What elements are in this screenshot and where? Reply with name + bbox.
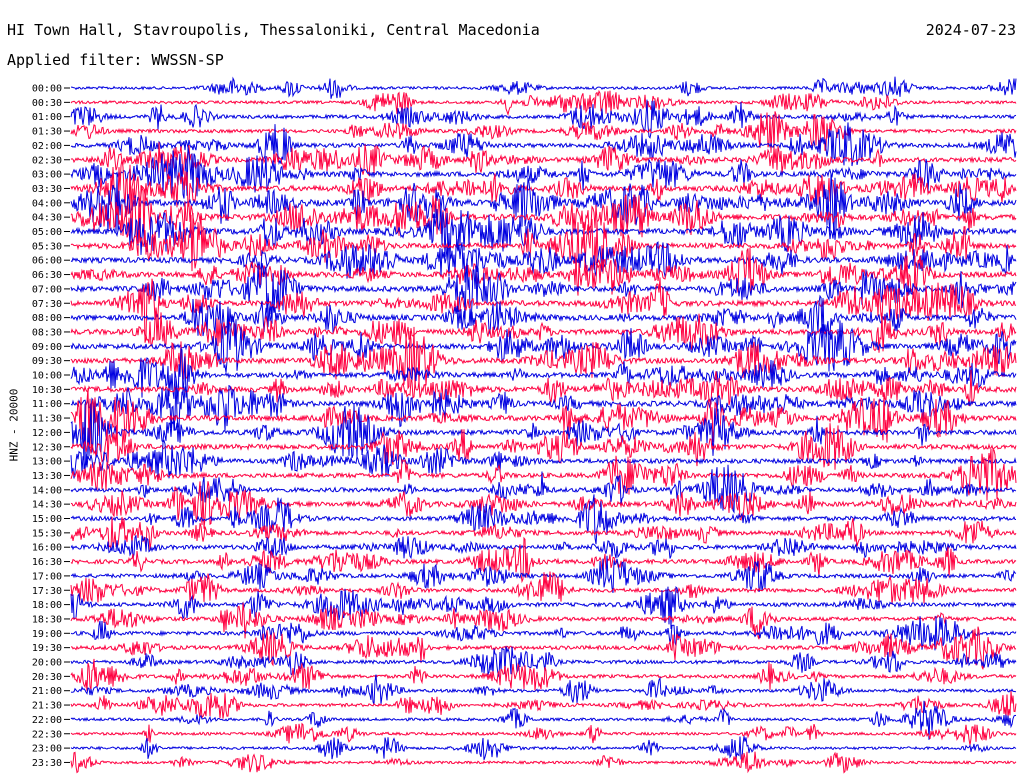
row-time-label: 15:30 xyxy=(32,528,62,539)
station-title: HI Town Hall, Stavroupolis, Thessaloniki… xyxy=(7,21,540,39)
seismic-trace-line xyxy=(71,626,1017,670)
row-time-label: 13:00 xyxy=(32,457,62,468)
row-time-label: 11:30 xyxy=(32,414,62,425)
seismic-trace-line xyxy=(70,387,1017,448)
row-time-label: 20:30 xyxy=(32,672,62,683)
seismic-trace-line xyxy=(70,212,1017,274)
row-time-label: 23:30 xyxy=(32,758,62,769)
seismic-trace-line xyxy=(70,494,1016,545)
seismic-trace-line xyxy=(70,111,1017,153)
seismic-trace-line xyxy=(70,691,1017,719)
seismic-trace-line xyxy=(70,310,1017,373)
row-time-label: 04:00 xyxy=(32,198,62,209)
row-time-label: 21:00 xyxy=(32,686,62,697)
seismic-trace-line xyxy=(70,239,1017,283)
row-time-label: 14:00 xyxy=(32,485,62,496)
row-time-label: 22:30 xyxy=(32,729,62,740)
row-time-label: 06:00 xyxy=(32,256,62,267)
row-time-label: 17:30 xyxy=(32,586,62,597)
seismic-trace-line xyxy=(70,159,1017,215)
seismic-trace-line xyxy=(70,142,1017,177)
row-time-label: 15:00 xyxy=(32,514,62,525)
seismic-trace-line xyxy=(70,122,1017,167)
row-time-label: 11:00 xyxy=(32,399,62,410)
row-time-label: 16:00 xyxy=(32,543,62,554)
seismic-trace-line xyxy=(70,602,1017,640)
seismic-trace-line xyxy=(70,646,1017,678)
seismic-trace-line xyxy=(70,700,1017,740)
row-time-label: 08:30 xyxy=(32,327,62,338)
seismic-trace-line xyxy=(70,736,1017,760)
row-time-label: 07:30 xyxy=(32,299,62,310)
seismic-trace-line xyxy=(71,76,1017,99)
seismic-trace-line xyxy=(70,448,1017,501)
row-time-label: 18:30 xyxy=(32,614,62,625)
row-time-label: 06:30 xyxy=(32,270,62,281)
row-time-label: 05:00 xyxy=(32,227,62,238)
row-time-label: 22:00 xyxy=(32,715,62,726)
seismic-trace-line xyxy=(70,585,1017,630)
seismic-trace-line xyxy=(70,89,1017,117)
row-time-label: 00:30 xyxy=(32,98,62,109)
seismic-trace-line xyxy=(70,99,1017,139)
seismic-trace-line xyxy=(70,751,1017,774)
seismic-trace-line xyxy=(70,571,1017,605)
row-time-label: 00:00 xyxy=(32,84,62,95)
seismic-trace-line xyxy=(70,423,1017,470)
seismic-trace-line xyxy=(70,615,1017,651)
seismic-trace-line xyxy=(70,516,1017,551)
row-time-label: 05:30 xyxy=(32,241,62,252)
row-time-label: 18:00 xyxy=(32,600,62,611)
seismic-trace-line xyxy=(70,326,1017,390)
seismic-trace-line xyxy=(70,147,1017,199)
row-time-label: 03:30 xyxy=(32,184,62,195)
row-time-label: 07:00 xyxy=(32,284,62,295)
seismic-trace-line xyxy=(70,536,1017,584)
row-time-label: 08:00 xyxy=(32,313,62,324)
row-time-label: 19:00 xyxy=(32,629,62,640)
tick-label-group: 00:00 00:30 01:00 01:30 02:00 02:30 03:00 03:30… xyxy=(32,84,70,769)
seismic-trace-line xyxy=(70,481,1017,529)
date-label: 2024-07-23 xyxy=(925,21,1016,39)
trace-group xyxy=(70,76,1017,774)
seismic-trace-line xyxy=(70,535,1017,560)
seismic-trace-line xyxy=(70,258,1017,324)
seismic-trace-line xyxy=(70,403,1017,470)
seismic-trace-line xyxy=(70,185,1017,257)
row-time-label: 02:00 xyxy=(32,141,62,152)
seismic-trace-line xyxy=(70,173,1017,236)
row-time-label: 01:30 xyxy=(32,127,62,138)
row-time-label: 09:00 xyxy=(32,342,62,353)
row-time-label: 02:30 xyxy=(32,155,62,166)
row-time-label: 23:00 xyxy=(32,744,62,755)
seismic-trace-line xyxy=(70,464,1017,514)
seismic-trace-line xyxy=(70,379,1017,431)
row-time-label: 10:00 xyxy=(32,371,62,382)
row-time-label: 12:30 xyxy=(32,442,62,453)
row-time-label: 03:00 xyxy=(32,170,62,181)
row-time-label: 21:30 xyxy=(32,701,62,712)
row-time-label: 01:00 xyxy=(32,112,62,123)
seismic-trace-line xyxy=(70,658,1017,692)
row-time-label: 20:00 xyxy=(32,658,62,669)
row-time-label: 09:30 xyxy=(32,356,62,367)
seismic-trace-line xyxy=(70,722,1017,746)
seismic-trace-line xyxy=(70,247,1017,300)
seismic-trace-line xyxy=(70,439,1017,479)
row-time-label: 12:00 xyxy=(32,428,62,439)
filter-label: Applied filter: WWSSN-SP xyxy=(7,51,224,69)
row-time-label: 17:00 xyxy=(32,571,62,582)
row-time-label: 04:30 xyxy=(32,213,62,224)
seismic-trace-line xyxy=(70,347,1017,405)
row-time-label: 10:30 xyxy=(32,385,62,396)
seismic-trace-line xyxy=(70,674,1017,705)
seismic-trace-line xyxy=(70,277,1017,343)
row-time-label: 13:30 xyxy=(32,471,62,482)
row-time-label: 19:30 xyxy=(32,643,62,654)
seismic-trace-line xyxy=(70,204,1017,261)
row-time-label: 16:30 xyxy=(32,557,62,568)
row-time-label: 14:30 xyxy=(32,500,62,511)
